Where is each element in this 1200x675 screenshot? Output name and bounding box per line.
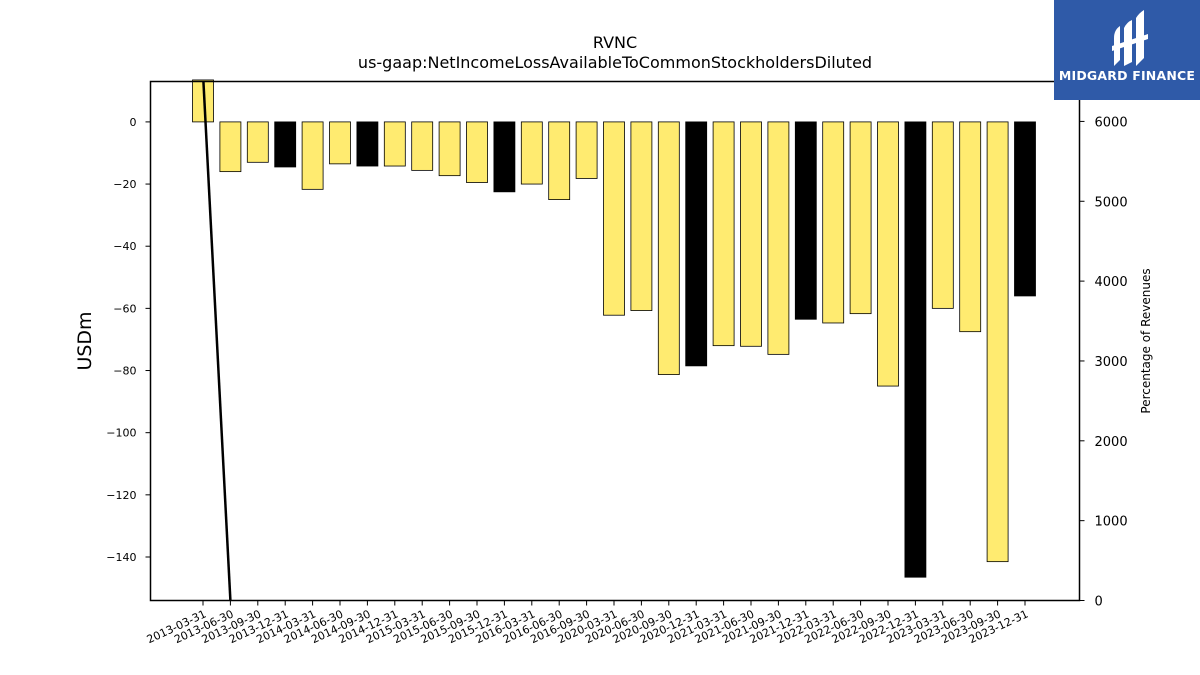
bar-2020-12-31	[685, 121, 708, 367]
bar-2021-06-30	[740, 121, 762, 347]
bar-2016-06-30	[548, 121, 571, 200]
y2-tick-label: 6000	[1095, 115, 1128, 130]
pct-revenue-line	[202, 81, 232, 601]
y-tick-label: −80	[113, 365, 136, 378]
bar-2020-09-30	[657, 121, 680, 375]
bar-2023-12-31	[1014, 121, 1036, 297]
y2-tick-label: 4000	[1095, 275, 1128, 290]
midgard-logo-icon	[1112, 10, 1148, 66]
plot-frame	[149, 80, 1081, 602]
bar-2022-03-31	[822, 121, 845, 324]
bar-2023-09-30	[986, 121, 1009, 563]
x-axis-ticks: 2013-03-312013-06-302013-09-302013-12-31…	[145, 600, 1030, 646]
chart-title: RVNC	[593, 33, 637, 52]
bar-2015-03-31	[411, 121, 434, 171]
y2-tick-label: 2000	[1095, 435, 1128, 450]
bar-2013-03-31	[192, 79, 214, 123]
bar-2016-03-31	[520, 121, 543, 185]
bar-2021-12-31	[794, 121, 817, 320]
bar-2023-03-31	[931, 121, 954, 309]
bar-2020-03-31	[603, 121, 625, 316]
y2-tick-label: 1000	[1095, 515, 1128, 530]
midgard-finance-logo: MIDGARD FINANCE	[1054, 0, 1200, 100]
bar-series	[192, 79, 1036, 578]
bar-2015-06-30	[438, 121, 461, 177]
y-axis-label: USDm	[74, 311, 96, 370]
y2-tick-label: 5000	[1095, 195, 1128, 210]
y2-axis-label: Percentage of Revenues	[1139, 268, 1153, 413]
bar-2023-06-30	[959, 121, 982, 333]
bar-2022-09-30	[877, 121, 899, 387]
y-tick-label: −120	[106, 489, 136, 502]
y2-tick-label: 3000	[1095, 355, 1128, 370]
bar-2020-06-30	[630, 121, 653, 311]
bar-2021-03-31	[712, 121, 735, 347]
bar-2014-06-30	[329, 121, 351, 165]
chart-subtitle: us-gaap:NetIncomeLossAvailableToCommonSt…	[358, 53, 872, 72]
bar-2014-09-30	[356, 121, 379, 167]
bar-2014-03-31	[301, 121, 324, 190]
bar-2022-12-31	[904, 121, 927, 578]
logo-text: MIDGARD FINANCE	[1058, 68, 1196, 83]
y-tick-label: 0	[130, 116, 137, 129]
y-axis-ticks: 0 −20 −40 −60 −80 −100 −120 −140	[106, 116, 151, 564]
y2-tick-label: 0	[1095, 595, 1103, 610]
y2-axis-ticks: 0 1000 2000 3000 4000 5000 6000	[1079, 115, 1128, 610]
bar-2016-09-30	[575, 121, 598, 179]
y-tick-label: −20	[113, 178, 136, 191]
y-tick-label: −60	[113, 302, 136, 315]
bar-2022-06-30	[849, 121, 872, 315]
bar-2013-12-31	[274, 121, 297, 168]
y-tick-label: −140	[106, 551, 136, 564]
bar-2013-09-30	[246, 121, 269, 163]
bar-2014-12-31	[383, 121, 406, 167]
bar-2021-09-30	[767, 121, 790, 355]
y-tick-label: −100	[106, 427, 136, 440]
y-tick-label: −40	[113, 240, 136, 253]
bar-2015-12-31	[493, 121, 516, 193]
bar-2013-06-30	[219, 121, 242, 173]
pct-revenue-line-series	[202, 81, 232, 601]
bar-2015-09-30	[466, 121, 488, 183]
